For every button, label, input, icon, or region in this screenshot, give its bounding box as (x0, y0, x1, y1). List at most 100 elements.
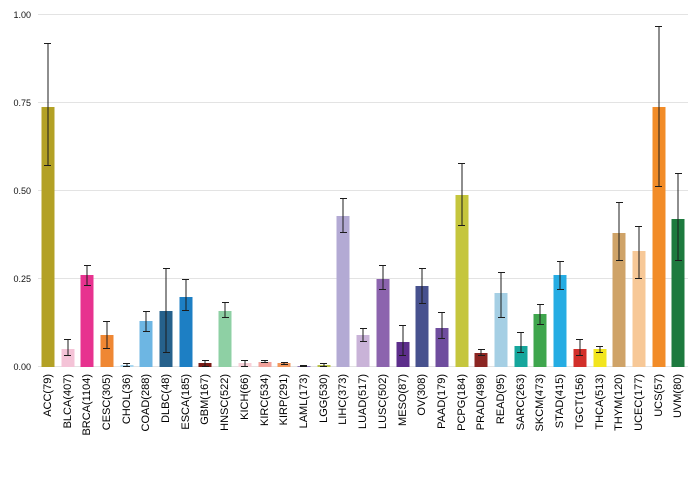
error-cap-bottom (517, 351, 525, 353)
x-tick-label: THCA(513) (593, 374, 606, 430)
error-cap-top (497, 271, 505, 273)
x-tick-label: DLBC(48) (160, 374, 173, 423)
x-tick-label: PAAD(179) (435, 374, 448, 429)
x-label-slot: PAAD(179) (432, 374, 452, 478)
error-cap-top (458, 162, 466, 164)
x-tick-label: LIHC(373) (337, 374, 350, 425)
x-tick-label: GBM(167) (199, 374, 212, 425)
x-tick-label: HNSC(522) (219, 374, 232, 431)
error-bar (613, 201, 626, 262)
error-cap-top (123, 363, 131, 365)
error-bar-line (402, 324, 403, 357)
error-bar (199, 359, 212, 367)
x-tick-label: TGCT(156) (573, 374, 586, 430)
error-cap-top (300, 364, 308, 366)
error-cap-top (44, 43, 52, 45)
error-bar (140, 310, 153, 332)
error-cap-bottom (64, 355, 72, 357)
bar (455, 194, 469, 367)
bar (336, 215, 350, 367)
bar-slot (373, 15, 393, 367)
x-tick-label: SARC(263) (514, 374, 527, 431)
error-bar (120, 363, 133, 367)
error-cap-bottom (438, 337, 446, 339)
x-tick-label: MESO(87) (396, 374, 409, 426)
error-bar-line (638, 226, 640, 279)
y-tick-label: 0.25 (13, 274, 31, 284)
x-label-slot: OV(308) (412, 374, 432, 478)
bar-slot (137, 15, 157, 367)
error-cap-bottom (497, 316, 505, 318)
error-bar-line (145, 310, 147, 332)
error-bar-line (421, 268, 423, 304)
error-bar (416, 268, 429, 304)
error-bar-line (441, 312, 443, 339)
error-cap-top (576, 338, 584, 340)
x-label-slot: MESO(87) (393, 374, 413, 478)
error-bar-line (658, 25, 660, 188)
x-tick-label: PCPG(184) (455, 374, 468, 431)
error-cap-bottom (674, 260, 682, 262)
y-tick-label: 0.75 (13, 98, 31, 108)
error-bar (554, 261, 567, 290)
bar-slot (629, 15, 649, 367)
bar-slot (294, 15, 314, 367)
bar (671, 219, 685, 367)
bar (376, 279, 390, 367)
error-bar (258, 359, 271, 364)
error-bar-line (67, 338, 69, 357)
error-bar-line (165, 268, 167, 353)
error-bar (61, 338, 74, 357)
error-cap-top (142, 310, 150, 312)
error-cap-top (674, 173, 682, 175)
x-label-slot: STAD(415) (550, 374, 570, 478)
error-cap-top (379, 264, 387, 266)
bar (100, 335, 114, 367)
bar-slot (609, 15, 629, 367)
error-bar (672, 173, 685, 262)
x-tick-label: READ(95) (495, 374, 508, 425)
error-bar (376, 264, 389, 290)
x-label-slot: BRCA(1104) (77, 374, 97, 478)
error-cap-bottom (458, 225, 466, 227)
error-cap-bottom (655, 186, 663, 188)
x-tick-label: BRCA(1104) (81, 374, 94, 436)
bar-slot (412, 15, 432, 367)
x-label-slot: DLBC(48) (156, 374, 176, 478)
error-bar-line (323, 363, 325, 367)
error-bar-line (618, 201, 620, 262)
error-cap-bottom (142, 330, 150, 332)
x-label-slot: THYM(120) (609, 374, 629, 478)
error-cap-bottom (477, 355, 485, 357)
gridline (38, 278, 688, 279)
error-bar-line (86, 264, 88, 287)
bar (356, 335, 370, 367)
error-bar-line (480, 349, 482, 357)
x-tick-label: PRAD(498) (475, 374, 488, 431)
x-tick-label: STAD(415) (554, 374, 567, 429)
error-bar-line (362, 328, 364, 343)
error-cap-bottom (83, 285, 91, 287)
error-cap-top (635, 226, 643, 228)
x-label-slot: LUSC(502) (373, 374, 393, 478)
error-cap-top (280, 361, 288, 363)
error-bar (534, 303, 547, 325)
error-bar (160, 268, 173, 353)
error-bar (435, 312, 448, 339)
x-tick-label: LUAD(517) (357, 374, 370, 430)
error-cap-top (320, 363, 328, 365)
x-tick-label: COAD(288) (140, 374, 153, 432)
x-label-slot: TGCT(156) (570, 374, 590, 478)
x-label-slot: THCA(513) (590, 374, 610, 478)
error-bar-line (204, 359, 206, 367)
x-label-slot: LUAD(517) (353, 374, 373, 478)
error-cap-bottom (399, 355, 406, 357)
error-bar (632, 226, 645, 279)
bar (533, 314, 547, 367)
error-cap-bottom (596, 351, 604, 353)
error-bar (337, 198, 350, 234)
error-bar-line (500, 271, 502, 318)
bar-slot (471, 15, 491, 367)
error-cap-bottom (123, 366, 131, 367)
bar (494, 293, 508, 367)
